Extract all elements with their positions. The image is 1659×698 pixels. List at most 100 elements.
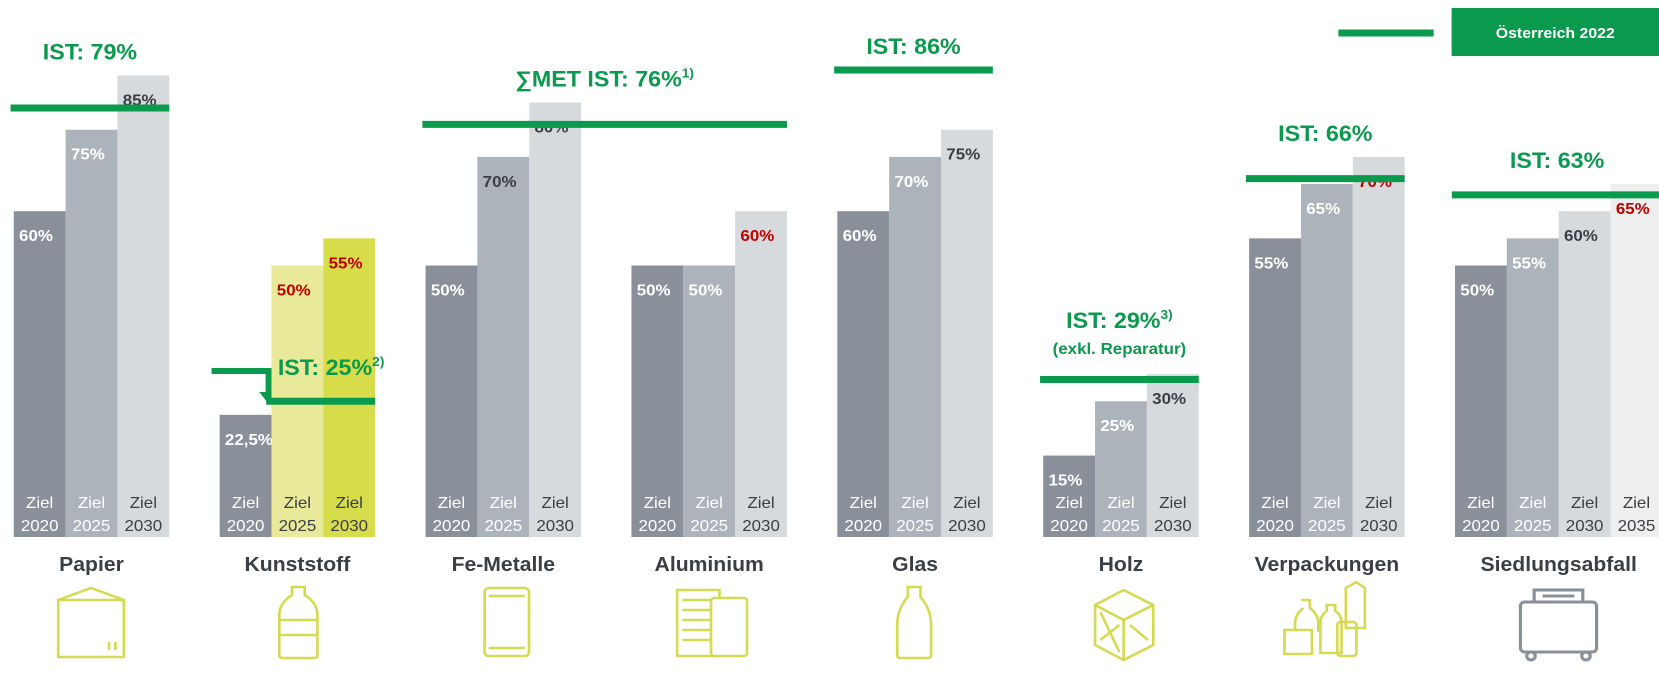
bar	[889, 156, 942, 537]
ist-note: 1)	[682, 66, 694, 81]
ziel-label: Ziel	[1519, 494, 1546, 511]
value-label: 60%	[843, 228, 877, 245]
bar	[1455, 265, 1507, 537]
value-label: 60%	[740, 228, 774, 245]
icon-bin	[1518, 588, 1599, 662]
ziel-label: Ziel	[901, 494, 928, 511]
ist-note: 2)	[372, 355, 384, 370]
ziel-label: Ziel	[1365, 494, 1392, 511]
ist-value: IST: 66%	[1278, 121, 1372, 145]
group-name: Glas	[892, 554, 938, 576]
icon-box	[56, 586, 126, 659]
category-label: 2020	[639, 517, 677, 534]
category-label: 2025	[1102, 517, 1140, 534]
icon-bottle	[277, 585, 319, 660]
category-label: 2030	[1360, 517, 1398, 534]
group-name: Kunststoff	[245, 554, 351, 576]
ziel-label: Ziel	[953, 494, 980, 511]
category-label: 2025	[1308, 517, 1346, 534]
ist-value: IST: 29%	[1066, 309, 1160, 333]
bar	[65, 129, 118, 537]
bar	[425, 265, 478, 537]
category-label: 2025	[279, 517, 317, 534]
ist-value: ∑MET IST: 76%	[515, 67, 681, 92]
icons	[56, 580, 1599, 662]
bar	[631, 265, 684, 537]
bar	[1249, 238, 1301, 537]
ist-label: IST: 63%	[1510, 149, 1604, 173]
bar	[1146, 374, 1199, 537]
value-label: 50%	[637, 282, 671, 299]
category-label: 2020	[21, 517, 59, 534]
value-label: 15%	[1049, 472, 1083, 489]
category-label: 2020	[433, 517, 471, 534]
ist-label: IST: 29%3)	[1066, 307, 1173, 333]
bar	[683, 265, 736, 537]
ist-value: IST: 63%	[1510, 149, 1604, 173]
ist-subtitle: (exkl. Reparatur)	[1053, 341, 1187, 358]
ziel-label: Ziel	[850, 494, 877, 511]
group-name: Verpackungen	[1255, 554, 1400, 576]
icon-can	[483, 586, 531, 658]
icon-packages	[1283, 580, 1367, 658]
category-label: 2020	[1462, 517, 1500, 534]
value-label: 50%	[689, 282, 723, 299]
ist-arrow	[211, 368, 272, 396]
value-label: 75%	[946, 146, 980, 163]
ziel-label: Ziel	[1107, 494, 1134, 511]
ziel-label: Ziel	[1571, 494, 1598, 511]
ziel-label: Ziel	[1261, 494, 1288, 511]
bar	[837, 211, 890, 537]
ziel-label: Ziel	[284, 494, 311, 511]
ziel-label: Ziel	[1467, 494, 1494, 511]
ziel-label: Ziel	[1623, 494, 1650, 511]
legend-label: Österreich 2022	[1496, 25, 1615, 42]
value-label: 70%	[894, 173, 928, 190]
category-label: 2025	[484, 517, 522, 534]
category-label: 2020	[1050, 517, 1088, 534]
bar	[735, 211, 787, 537]
ist-value: IST: 79%	[43, 40, 137, 64]
value-label: 75%	[71, 146, 105, 163]
value-label: 65%	[1306, 200, 1340, 217]
category-label: 2030	[948, 517, 986, 534]
ziel-label: Ziel	[130, 494, 157, 511]
value-label: 65%	[1616, 200, 1650, 217]
ziel-label: Ziel	[336, 494, 363, 511]
ist-label: IST: 79%	[43, 40, 137, 64]
value-label: 60%	[19, 228, 53, 245]
category-label: 2025	[73, 517, 111, 534]
ziel-label: Ziel	[644, 494, 671, 511]
value-label: 70%	[483, 173, 517, 190]
category-label: 2030	[125, 517, 163, 534]
category-label: 2030	[536, 517, 574, 534]
category-label: 2030	[1154, 517, 1192, 534]
group-name: Aluminium	[655, 554, 764, 576]
icon-crate	[1093, 588, 1155, 662]
bar	[1352, 156, 1405, 537]
bar	[1043, 455, 1096, 537]
ist-label: IST: 25%2)	[278, 355, 385, 381]
ist-note: 3)	[1160, 307, 1172, 322]
value-label: 50%	[277, 282, 311, 299]
ziel-label: Ziel	[542, 494, 569, 511]
bar	[941, 129, 993, 537]
bar	[1095, 401, 1147, 537]
ziel-label: Ziel	[1056, 494, 1083, 511]
bar	[1610, 184, 1659, 538]
category-label: 2025	[690, 517, 728, 534]
value-label: 55%	[329, 255, 363, 272]
category-label: 2030	[330, 517, 368, 534]
ziel-label: Ziel	[747, 494, 774, 511]
category-label: 2020	[227, 517, 265, 534]
category-label: 2030	[742, 517, 780, 534]
category-label: 2020	[844, 517, 882, 534]
ist-value: IST: 86%	[866, 35, 960, 59]
category-label: 2020	[1256, 517, 1294, 534]
icon-milk-bottle	[895, 585, 933, 660]
value-label: 55%	[1254, 255, 1288, 272]
value-label: 55%	[1512, 255, 1546, 272]
value-label: 50%	[1460, 282, 1494, 299]
